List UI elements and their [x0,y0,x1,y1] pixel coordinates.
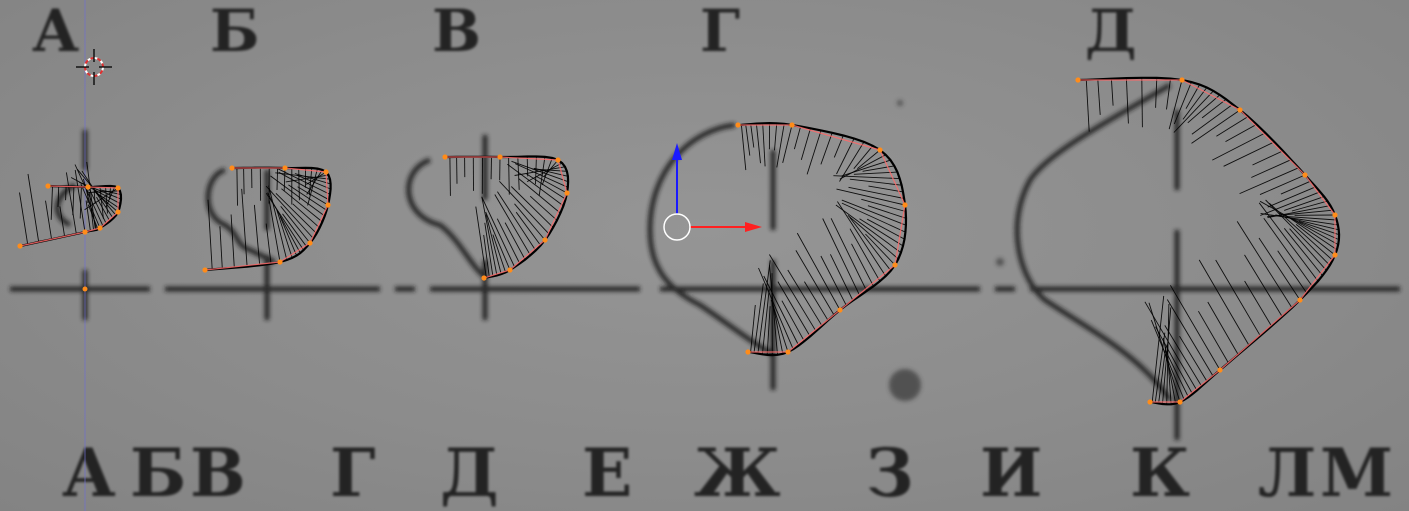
curve-profile-d[interactable] [735,121,908,357]
object-origin-dot [82,286,88,292]
reference-label-top-4: Г [700,0,741,65]
3d-cursor-icon[interactable] [76,49,112,85]
reference-label-bottom-8: З [866,434,914,511]
reference-label-bottom-12: М [1320,434,1394,511]
reference-label-bottom-5: Д [440,434,499,511]
reference-label-bottom-3: В [190,434,246,511]
transform-gizmo-icon[interactable] [663,143,762,241]
reference-label-top-5: Д [1085,0,1137,65]
curve-profile-e[interactable] [1075,76,1341,406]
reference-label-bottom-11: Л [1258,434,1317,511]
reference-label-top-1: А [32,0,80,65]
reference-label-bottom-4: Г [330,434,376,511]
reference-label-bottom-7: Ж [694,434,781,511]
reference-label-top-3: В [432,0,482,65]
reference-label-top-2: Б [210,0,260,65]
reference-label-bottom-6: Е [582,434,633,511]
reference-label-bottom-2: Б [130,434,187,511]
reference-label-bottom-10: К [1130,434,1191,511]
reference-label-bottom-1: А [62,434,116,511]
curve-profile-a[interactable] [17,161,123,249]
reference-label-bottom-9: И [980,434,1043,511]
curve-profile-b[interactable] [202,165,332,273]
curve-profile-c[interactable] [442,154,570,281]
